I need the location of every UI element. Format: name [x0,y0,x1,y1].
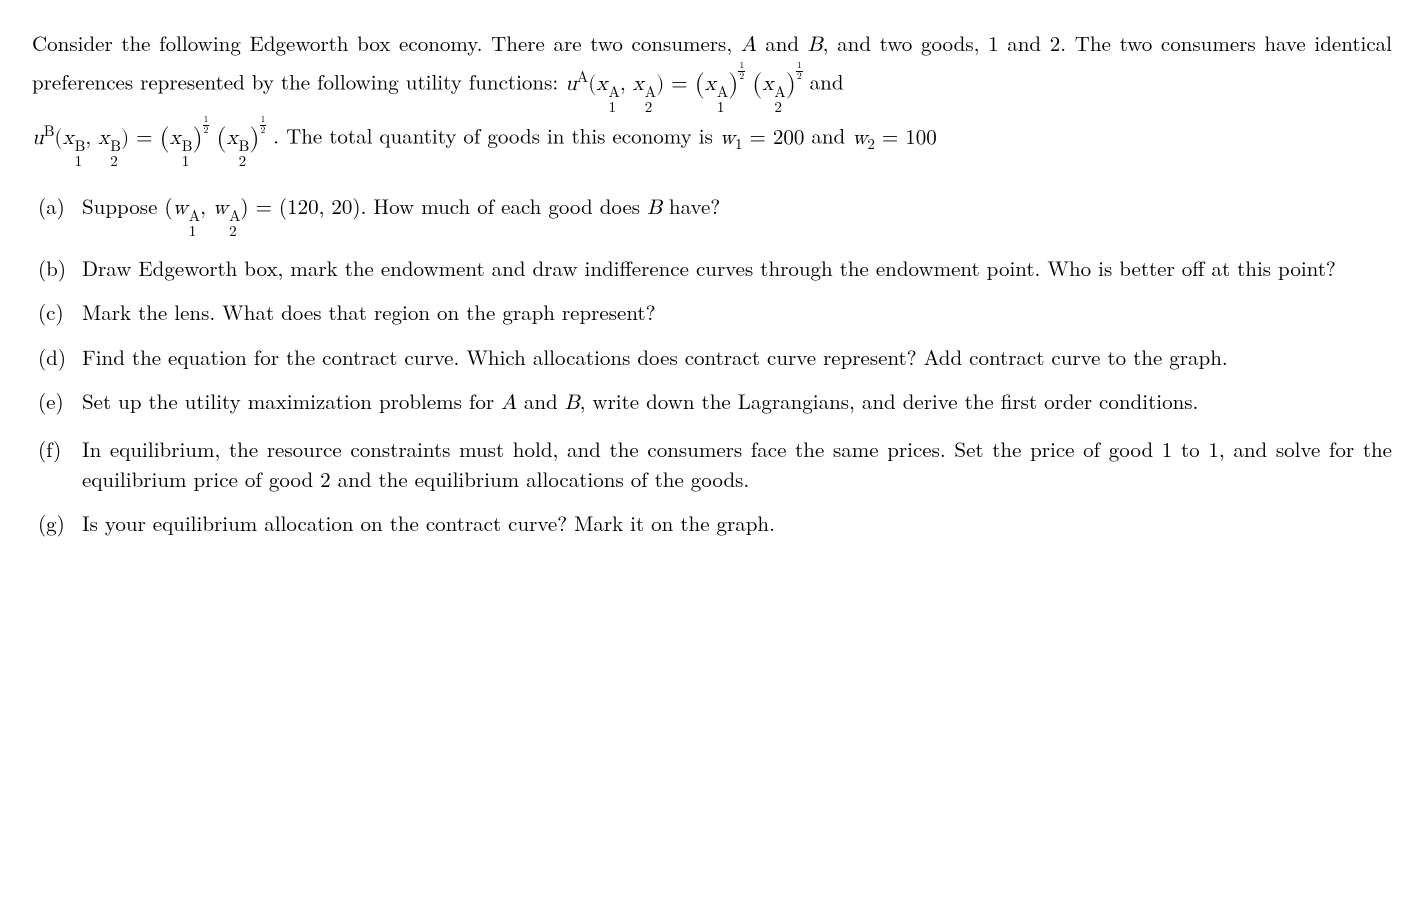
part-marker: (f) [32,434,82,464]
x1-sup-b: A [717,85,728,100]
xb2-sup: B [110,139,121,154]
part-e-and: and [517,386,565,416]
u-sym: u [565,74,577,95]
w1-val: = 200 [743,128,805,149]
x2-sup-b: A [774,85,785,100]
x2-sub-b: 2 [774,100,785,115]
part-d: (d) Find the equation for the contract c… [32,342,1392,372]
part-marker: (b) [32,253,82,283]
wA-sup-1: A [189,209,200,224]
w-sym-2: w [852,128,867,149]
part-f-text: In equilibrium, the resource constraints… [82,434,1392,495]
part-g: (g) Is your equilibrium allocation on th… [32,508,1392,538]
w2-val: = 100 [875,128,937,149]
w-sym-a2: w [213,198,228,219]
part-e-text-1: Set up the utility maximization problems… [82,386,501,416]
x-sym: x [596,74,607,95]
xb2-sup-b: B [239,139,250,154]
part-b-text: Draw Edgeworth box, mark the endowment a… [82,253,1392,283]
xb2-sub-b: 2 [239,154,250,169]
part-e-text-2: , write down the La­grangians, and deriv… [580,386,1199,416]
wA-tuple: wA1, wA2 [173,198,241,219]
wA-sub-2: 2 [229,224,240,239]
xb1-sub-b: 1 [182,154,193,169]
x-sym-6: x [98,128,109,149]
wA-sub-1: 1 [189,224,200,239]
u-sym-b: u [32,128,44,149]
var-A-e: A [501,393,517,414]
pow-num-4: 1 [260,115,267,124]
wA-sup-2: A [229,209,240,224]
xb2-sub: 2 [110,154,121,169]
pow-den: 2 [738,71,745,81]
u-sup: A [577,70,588,85]
intro-and: and [757,28,808,58]
part-c-text: Mark the lens. What does that region on … [82,297,1392,327]
x-sym-8: x [227,128,238,149]
x1-sup: A [609,85,620,100]
pow-den-4: 2 [260,125,267,135]
intro-and-2: and [810,67,844,97]
x-sym-2: x [633,74,644,95]
xb1-sup: B [75,139,86,154]
x-sym-5: x [63,128,74,149]
parts-list: (a) Suppose (wA1, wA2) = (120, 20). How … [32,191,1392,539]
pow-num: 1 [738,61,745,70]
x2-sub: 2 [645,100,656,115]
intro-tail-2: and [804,121,852,151]
part-a: (a) Suppose (wA1, wA2) = (120, 20). How … [32,191,1392,239]
part-marker: (d) [32,342,82,372]
part-f: (f) In equilibrium, the resource constra… [32,434,1392,495]
problem-intro: Consider the following Edgeworth box eco… [32,28,1392,169]
var-B-a: B [647,198,662,219]
x-sym-4: x [762,74,773,95]
part-marker: (c) [32,297,82,327]
part-a-text-3: have? [662,191,720,221]
part-marker: (a) [32,191,82,221]
xb1-sub: 1 [75,154,86,169]
part-e: (e) Set up the utility maximization prob… [32,386,1392,419]
x-sym-3: x [705,74,716,95]
part-a-text-1: Suppose ( [82,191,173,221]
pow-den-3: 2 [203,125,210,135]
part-b: (b) Draw Edgeworth box, mark the endowme… [32,253,1392,283]
w-sym: w [720,128,735,149]
var-B: B [808,35,823,56]
w-sym-a: w [173,198,188,219]
utility-B: uB(xB1, xB2) = (xB1)12 (xB2)12 [32,128,273,149]
pow-num-2: 1 [796,61,803,70]
x1-sub-b: 1 [717,100,728,115]
part-c: (c) Mark the lens. What does that region… [32,297,1392,327]
utility-A: uA(xA1, xA2) = (xA1)12 (xA2)12 [565,74,809,95]
var-A: A [741,35,757,56]
x1-sub: 1 [609,100,620,115]
w1: w1 = 200 [720,128,805,149]
w2: w2 = 100 [852,128,937,149]
pow-num-3: 1 [203,115,210,124]
var-B-e: B [565,393,580,414]
x2-sup: A [645,85,656,100]
part-marker: (e) [32,386,82,416]
intro-tail-1: . The total quantity of goods in this ec… [273,121,720,151]
u-sup-b: B [44,124,55,139]
equals-2: = [129,128,159,149]
intro-text: Consider the following Edgeworth box eco… [32,28,741,58]
w2-sub: 2 [867,137,875,152]
pow-den-2: 2 [796,71,803,81]
part-g-text: Is your equilibrium allocation on the co… [82,508,1392,538]
w1-sub: 1 [735,137,743,152]
part-d-text: Find the equation for the contract curve… [82,342,1392,372]
xb1-sup-b: B [182,139,193,154]
part-a-text-2: ) = (120, 20). How much of each good doe… [240,191,647,221]
equals: = [664,74,694,95]
part-marker: (g) [32,508,82,538]
x-sym-7: x [170,128,181,149]
